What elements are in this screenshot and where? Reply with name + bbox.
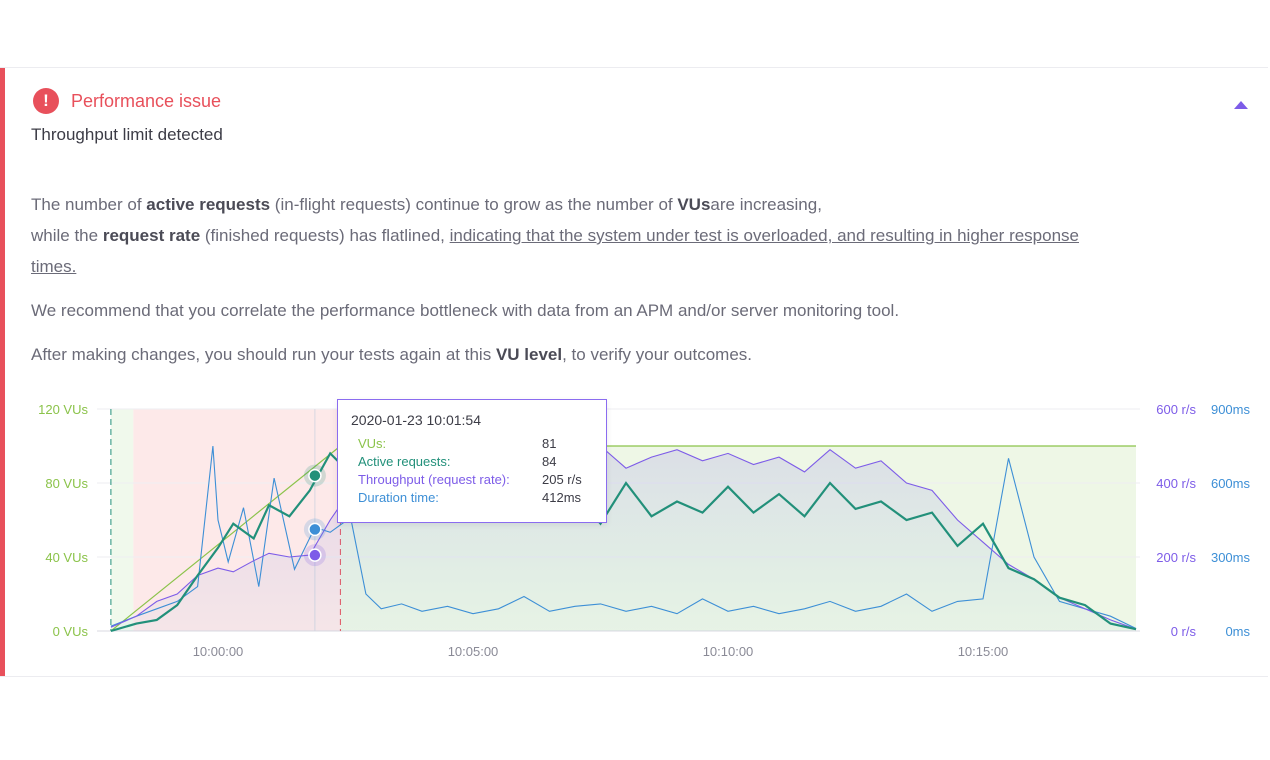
text: while the [31,226,103,245]
tooltip-throughput-value: 205 r/s [542,472,582,487]
description-line-3: times. [31,251,76,282]
y-right-rps-tick: 200 r/s [1156,550,1196,565]
tooltip-throughput-label: Throughput (request rate): [358,472,510,487]
y-right-ms-tick: 300ms [1211,550,1251,565]
duration-marker [308,522,322,537]
chart-svg[interactable]: 0 VUs 40 VUs 80 VUs 120 VUs 0 r/s 200 r/s 400 … [0,393,1268,676]
retest-text: After making changes, you should run you… [31,339,752,370]
duration-line [110,445,1137,629]
issue-subtitle: Throughput limit detected [31,125,223,144]
overloaded-info-link[interactable]: indicating that the system under test is… [449,226,1079,245]
active-requests-term: active requests [146,195,271,214]
card-header: ! Performance issue [33,88,221,114]
x-tick: 10:05:00 [448,644,499,659]
tooltip-active-value: 84 [542,454,557,469]
x-tick: 10:15:00 [958,644,1009,659]
y-right-rps-tick: 0 r/s [1171,624,1197,639]
tooltip-duration-value: 412ms [542,490,582,505]
vu-level-term: VU level [495,345,563,364]
chart-tooltip: 2020-01-23 10:01:54 VUs: 81 Active reque… [337,399,607,523]
active-marker [308,468,322,483]
tooltip-active-label: Active requests: [358,454,451,469]
text: are increasing, [710,195,822,214]
request-rate-term: request rate [102,226,201,245]
y-left-tick: 0 VUs [53,624,89,639]
text: (finished requests) has flatlined, [200,226,450,245]
recommendation-text: We recommend that you correlate the perf… [31,301,900,320]
issue-title: Performance issue [71,90,222,111]
text: (in-flight requests) continue to grow as… [270,195,678,214]
performance-issue-card: ! Performance issue Throughput limit det… [0,67,1268,677]
overloaded-info-link-cont[interactable]: times. [31,257,77,276]
tooltip-duration-label: Duration time: [358,490,439,505]
performance-chart[interactable]: 0 VUs 40 VUs 80 VUs 120 VUs 0 r/s 200 r/s 400 … [0,393,1268,676]
text: , to verify your outcomes. [562,345,752,364]
collapse-caret-up-icon[interactable] [1234,101,1248,109]
description-line-2: while the request rate (finished request… [31,220,1079,251]
vus-term: VUs [677,195,711,214]
y-left-tick: 40 VUs [45,550,88,565]
text: The number of [31,195,147,214]
description-line-1: The number of active requests (in-flight… [31,189,822,220]
y-right-rps-tick: 400 r/s [1156,476,1196,491]
y-left-tick: 120 VUs [38,402,88,417]
x-tick: 10:00:00 [193,644,244,659]
tooltip-vus-value: 81 [542,436,557,451]
rampup-region [110,409,134,631]
y-right-ms-tick: 0ms [1225,624,1250,639]
throughput-marker [308,548,322,562]
y-right-ms-tick: 900ms [1211,402,1251,417]
tooltip-time: 2020-01-23 10:01:54 [351,412,481,428]
alert-exclamation-icon: ! [33,88,59,114]
x-tick: 10:10:00 [703,644,754,659]
y-left-tick: 80 VUs [45,476,88,491]
text: After making changes, you should run you… [31,345,496,364]
y-right-rps-tick: 600 r/s [1156,402,1196,417]
y-right-ms-tick: 600ms [1211,476,1251,491]
alert-accent-bar [0,68,5,676]
tooltip-vus-label: VUs: [358,436,387,451]
